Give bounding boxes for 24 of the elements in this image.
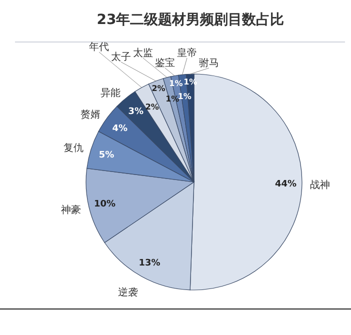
slice-label: 战神 — [310, 179, 330, 192]
data-label: 13% — [138, 258, 160, 268]
data-label: 5% — [98, 150, 114, 160]
data-label: 10% — [94, 199, 116, 210]
slice-label: 异能 — [100, 87, 121, 100]
chart-title: 23年二级题材男频剧目数占比 — [96, 12, 284, 28]
data-label: 4% — [112, 124, 128, 134]
data-label: 1% — [166, 94, 180, 104]
slice-label: 皇帝 — [177, 47, 197, 59]
slice-label: 复仇 — [63, 142, 84, 154]
slice-label: 鉴宝 — [155, 57, 175, 69]
data-label: 2% — [145, 102, 159, 112]
data-label: 3% — [128, 106, 144, 117]
slice-label: 驸马 — [199, 57, 219, 69]
slice-label: 赘婿 — [80, 108, 100, 120]
slice-label: 太监 — [133, 47, 153, 59]
data-label: 1% — [169, 79, 183, 88]
slice-label: 逆袭 — [118, 286, 138, 298]
data-label: 1% — [178, 92, 192, 102]
data-label: 2% — [152, 84, 166, 94]
data-label: 44% — [275, 180, 297, 190]
slice-label: 年代 — [89, 41, 109, 53]
slice-label: 太子 — [111, 51, 131, 63]
slice-label: 神豪 — [61, 204, 82, 216]
